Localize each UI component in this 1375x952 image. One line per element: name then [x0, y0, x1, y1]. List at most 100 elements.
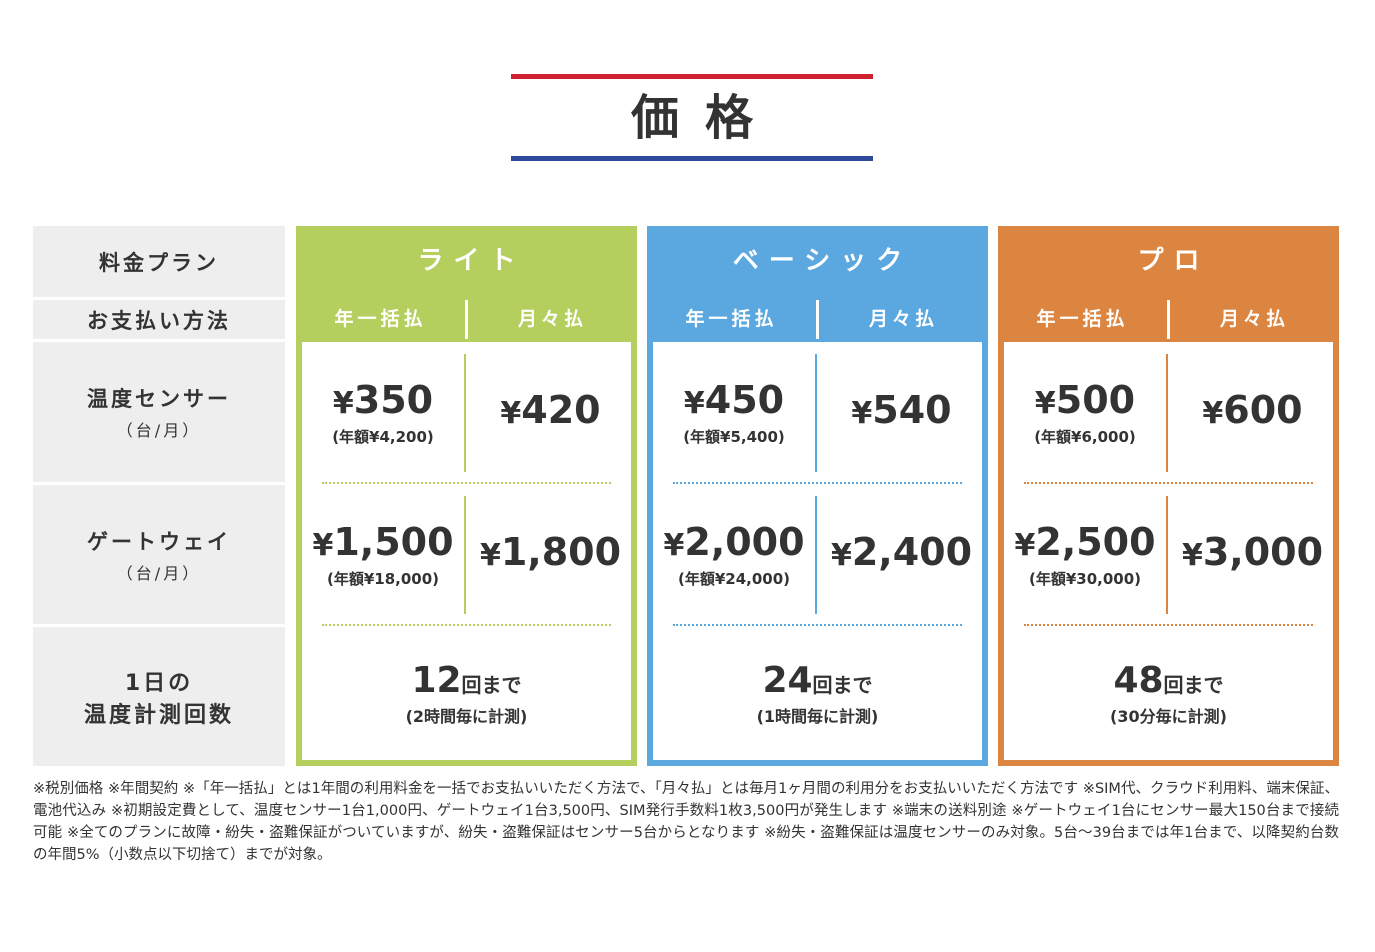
currency-symbol: ¥ [1181, 538, 1203, 573]
payment-divider [465, 300, 468, 339]
sensor-annual-price: ¥450 [684, 378, 784, 426]
sensor-annual-price: ¥500 [1035, 378, 1135, 426]
row-label-gateway-text: ゲートウェイ [87, 529, 231, 554]
currency-symbol: ¥ [1014, 527, 1036, 563]
plan-name: プロ [1137, 246, 1210, 276]
count-value: 12回まで [411, 660, 521, 701]
row-separator [673, 624, 962, 626]
gateway-annual-price: ¥2,500 [1014, 520, 1155, 568]
gateway-annual-price: ¥1,500 [312, 520, 453, 568]
sensor-monthly-cell: ¥420 [466, 342, 635, 482]
gateway-monthly-cell: ¥3,000 [1168, 484, 1337, 624]
gateway-annual-value: 2,500 [1035, 519, 1156, 564]
gateway-monthly-value: 2,400 [851, 530, 973, 574]
sensor-monthly-cell: ¥600 [1168, 342, 1337, 482]
sensor-monthly-price: ¥540 [851, 388, 951, 436]
count-unit: 回まで [1163, 672, 1224, 697]
sensor-monthly-value: 540 [872, 388, 952, 432]
count-unit: 回まで [812, 672, 873, 697]
footnotes: ※税別価格 ※年間契約 ※「年一括払」とは1年間の利用料金を一括でお支払いいただ… [33, 781, 1339, 863]
payment-annual-label: 年一括払 [685, 308, 778, 330]
payment-monthly-label: 月々払 [868, 308, 938, 330]
sensor-annual-note: (年額¥6,000) [1034, 427, 1136, 446]
currency-symbol: ¥ [332, 385, 354, 421]
gateway-annual-value: 2,000 [684, 519, 805, 564]
count-number: 24 [762, 659, 813, 701]
currency-symbol: ¥ [1034, 385, 1056, 421]
sensor-monthly-price: ¥420 [500, 388, 600, 436]
plan-name: ライト [417, 246, 526, 276]
gateway-annual-note: (年額¥30,000) [1028, 569, 1142, 588]
sensor-divider [815, 354, 817, 472]
sensor-annual-value: 350 [353, 377, 434, 422]
plan-body: ¥450 (年額¥5,400) ¥540 ¥2,000 (年額¥24,000) … [653, 342, 982, 760]
row-label-plan-text: 料金プラン [99, 250, 219, 275]
count-number: 12 [411, 659, 462, 701]
gateway-divider [464, 496, 466, 614]
plan-body: ¥500 (年額¥6,000) ¥600 ¥2,500 (年額¥30,000) … [1004, 342, 1333, 760]
count-unit: 回まで [461, 672, 522, 697]
payment-monthly-label: 月々払 [517, 308, 587, 330]
count-cell: 24回まで (1時間毎に計測) [653, 626, 982, 760]
row-label-count-line1: 1日の [124, 670, 194, 696]
sensor-annual-note: (年額¥5,400) [683, 427, 785, 446]
row-separator [673, 482, 962, 484]
count-value: 24回まで [762, 660, 872, 701]
count-cell: 48回まで (30分毎に計測) [1004, 626, 1333, 760]
sensor-monthly-price: ¥600 [1202, 388, 1302, 436]
plan-column: プロ 年一括払 月々払 ¥500 (年額¥6,000) ¥600 ¥2,500 … [998, 226, 1339, 766]
payment-monthly-label: 月々払 [1219, 308, 1289, 330]
gateway-annual-cell: ¥2,000 (年額¥24,000) [653, 484, 815, 624]
currency-symbol: ¥ [1202, 396, 1224, 431]
payment-divider [1167, 300, 1170, 339]
gateway-monthly-price: ¥2,400 [831, 530, 972, 578]
currency-symbol: ¥ [830, 538, 852, 573]
row-label-sensor-text: 温度センサー [87, 387, 231, 411]
sensor-monthly-value: 420 [521, 388, 601, 432]
gateway-annual-cell: ¥1,500 (年額¥18,000) [302, 484, 464, 624]
currency-symbol: ¥ [500, 396, 522, 431]
plan-name: ベーシック [732, 246, 913, 276]
count-note: (30分毎に計測) [1110, 706, 1227, 726]
gateway-monthly-cell: ¥2,400 [817, 484, 986, 624]
row-label-count: 1日の 温度計測回数 [33, 627, 285, 766]
sensor-annual-cell: ¥450 (年額¥5,400) [653, 342, 815, 482]
gateway-monthly-value: 1,800 [500, 530, 622, 574]
gateway-divider [815, 496, 817, 614]
gateway-annual-price: ¥2,000 [663, 520, 804, 568]
row-label-payment-text: お支払い方法 [87, 308, 231, 333]
count-number: 48 [1113, 659, 1164, 701]
sensor-annual-note: (年額¥4,200) [332, 427, 434, 446]
gateway-annual-value: 1,500 [333, 519, 454, 564]
gateway-monthly-price: ¥1,800 [480, 530, 621, 578]
currency-symbol: ¥ [663, 527, 685, 563]
plan-column: ベーシック 年一括払 月々払 ¥450 (年額¥5,400) ¥540 ¥2,0… [647, 226, 988, 766]
sensor-annual-value: 500 [1055, 377, 1136, 422]
sensor-annual-value: 450 [704, 377, 785, 422]
row-label-plan: 料金プラン [33, 226, 285, 297]
count-cell: 12回まで (2時間毎に計測) [302, 626, 631, 760]
sensor-monthly-value: 600 [1223, 388, 1303, 432]
payment-annual-label: 年一括払 [334, 308, 427, 330]
gateway-annual-note: (年額¥24,000) [677, 569, 791, 588]
sensor-annual-cell: ¥350 (年額¥4,200) [302, 342, 464, 482]
payment-annual-label: 年一括払 [1036, 308, 1129, 330]
row-label-sensor: 温度センサー （台/月） [33, 342, 285, 482]
currency-symbol: ¥ [312, 527, 334, 563]
payment-divider [816, 300, 819, 339]
title-top-bar [511, 74, 873, 79]
row-separator [322, 482, 611, 484]
row-label-gateway: ゲートウェイ （台/月） [33, 485, 285, 624]
sensor-annual-price: ¥350 [333, 378, 433, 426]
gateway-monthly-value: 3,000 [1202, 530, 1324, 574]
gateway-divider [1166, 496, 1168, 614]
row-separator [1024, 624, 1313, 626]
gateway-annual-cell: ¥2,500 (年額¥30,000) [1004, 484, 1166, 624]
currency-symbol: ¥ [851, 396, 873, 431]
currency-symbol: ¥ [683, 385, 705, 421]
sensor-divider [1166, 354, 1168, 472]
plan-column: ライト 年一括払 月々払 ¥350 (年額¥4,200) ¥420 ¥1,500 [296, 226, 637, 766]
page-title: 価格 [630, 90, 779, 146]
row-label-gateway-unit: （台/月） [116, 563, 202, 583]
row-separator [322, 624, 611, 626]
